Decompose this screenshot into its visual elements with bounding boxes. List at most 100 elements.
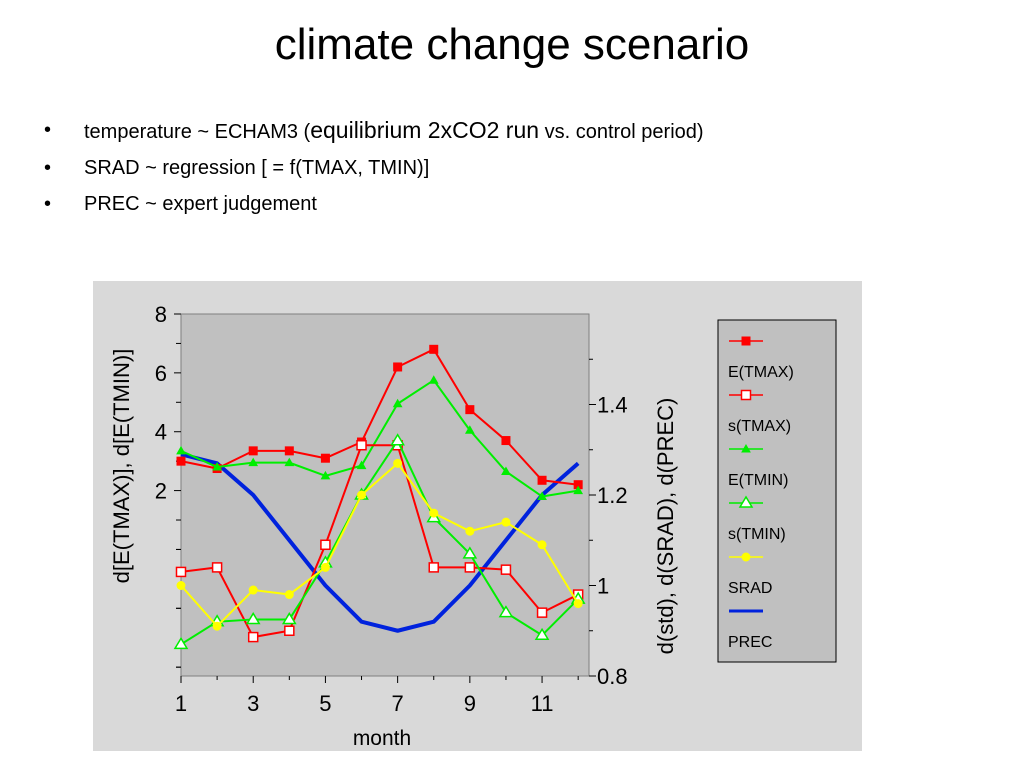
data-point-s-tmax <box>464 562 476 573</box>
data-point-e-tmin <box>284 457 295 467</box>
data-point-e-tmax <box>429 344 439 354</box>
series-e-tmin <box>176 375 584 500</box>
legend-label-prec: PREC <box>728 634 772 651</box>
series-line-e-tmin <box>180 379 579 498</box>
data-point-srad <box>357 490 367 500</box>
legend-box <box>717 319 837 663</box>
data-point-s-tmax <box>211 562 223 573</box>
bullet-glyph: • <box>44 157 52 179</box>
line-chart: 2 4 6 8 0.8 1 1.2 1.4 1 3 5 7 9 11 E(TMAX) s(TMAX) E(TM… <box>109 302 837 750</box>
y-right-tick-label: 1.2 <box>597 483 628 508</box>
legend-marker-e-tmin <box>741 443 751 453</box>
plot-area <box>180 313 590 677</box>
y-right-tick-label: 1 <box>597 574 609 599</box>
data-point-e-tmin <box>573 485 584 495</box>
data-point-s-tmin <box>462 546 478 559</box>
data-point-e-tmax <box>393 362 403 372</box>
bullet-glyph: • <box>44 119 52 141</box>
data-point-e-tmin <box>212 462 222 471</box>
y-left-tick-label: 8 <box>155 302 167 327</box>
data-point-e-tmin <box>428 375 439 384</box>
data-point-s-tmax <box>500 564 512 575</box>
data-point-s-tmax <box>320 539 331 551</box>
x-tick-label: 7 <box>392 691 404 716</box>
legend-marker-s-tmax <box>740 389 752 401</box>
data-point-srad <box>248 585 258 595</box>
bullet-glyph: • <box>44 193 52 215</box>
series-prec <box>180 452 580 633</box>
series-srad <box>176 458 583 631</box>
series-line-prec <box>180 452 580 633</box>
bullet-text: SRAD ~ regression [ = f(TMAX, TMIN)] <box>84 157 430 179</box>
data-point-e-tmax <box>248 446 258 456</box>
data-point-s-tmin <box>281 611 297 625</box>
data-point-e-tmax <box>537 475 547 485</box>
bullet-text-b: equilibrium 2xCO2 run <box>310 117 540 143</box>
x-tick-label: 1 <box>175 691 187 716</box>
legend-label-s-tmax: s(TMAX) <box>728 418 791 435</box>
data-point-s-tmax <box>536 607 548 618</box>
data-point-e-tmin <box>501 466 511 475</box>
bullet-srad: • SRAD ~ regression [ = f(TMAX, TMIN)] <box>44 150 704 186</box>
y-right-tick-label: 0.8 <box>597 664 628 689</box>
data-point-srad <box>176 581 186 590</box>
legend-marker-s-tmin <box>738 495 754 508</box>
data-point-e-tmin <box>248 457 259 467</box>
chart-panel: 2 4 6 8 0.8 1 1.2 1.4 1 3 5 7 9 11 E(TMAX) s(TMAX) E(TM… <box>93 281 862 751</box>
data-point-s-tmax <box>428 562 439 573</box>
data-point-e-tmin <box>176 445 186 455</box>
y-axis-left-label: d[E(TMAX)], d[E(TMIN)] <box>109 349 134 584</box>
data-point-s-tmin <box>534 627 550 641</box>
legend-label-e-tmax: E(TMAX) <box>728 364 794 381</box>
series-line-srad <box>180 462 580 628</box>
data-point-srad <box>465 526 475 536</box>
data-point-srad <box>501 517 511 527</box>
series-line-s-tmax <box>180 444 579 639</box>
x-tick-label: 5 <box>319 691 331 716</box>
data-point-srad <box>212 621 222 631</box>
y-left-tick-label: 4 <box>155 420 167 445</box>
y-axis-right-label: d(std), d(SRAD), d(PREC) <box>653 398 678 655</box>
data-point-srad <box>537 540 547 550</box>
data-point-srad <box>573 599 583 609</box>
x-axis-label: month <box>353 727 411 750</box>
data-point-srad <box>429 508 439 518</box>
data-point-s-tmin <box>245 611 261 625</box>
data-point-e-tmin <box>356 460 367 470</box>
bullet-text-a: temperature ~ ECHAM3 ( <box>84 121 311 143</box>
x-tick-label: 11 <box>531 691 554 716</box>
data-point-s-tmin <box>390 433 405 446</box>
bullet-list: • temperature ~ ECHAM3 (equilibrium 2xCO… <box>44 112 704 222</box>
legend-label-srad: SRAD <box>728 580 772 597</box>
data-point-s-tmax <box>247 631 259 643</box>
data-point-s-tmin <box>173 636 189 650</box>
bullet-prec: • PREC ~ expert judgement <box>44 186 704 222</box>
y-left-tick-label: 2 <box>155 479 167 504</box>
data-point-srad <box>393 458 403 468</box>
slide-title: climate change scenario <box>274 20 750 69</box>
bullet-text: PREC ~ expert judgement <box>84 193 317 215</box>
legend-label-e-tmin: E(TMIN) <box>728 472 788 489</box>
data-point-e-tmin <box>392 398 403 408</box>
x-tick-label: 9 <box>464 691 476 716</box>
bullet-text-c: vs. control period) <box>539 121 704 143</box>
data-point-srad <box>320 562 330 572</box>
legend-marker-e-tmax <box>741 336 751 346</box>
legend-label-s-tmin: s(TMIN) <box>728 526 786 543</box>
data-point-e-tmax <box>284 446 294 456</box>
data-point-srad <box>284 590 294 600</box>
data-point-e-tmin <box>464 425 475 434</box>
data-point-e-tmin <box>320 470 331 480</box>
data-point-s-tmax <box>356 439 367 451</box>
bullet-temperature: • temperature ~ ECHAM3 (equilibrium 2xCO… <box>44 112 704 150</box>
y-right-tick-label: 1.4 <box>597 393 628 418</box>
data-point-e-tmax <box>501 436 511 446</box>
data-point-e-tmax <box>465 405 475 415</box>
series-s-tmin <box>173 433 586 650</box>
series-line-e-tmax <box>180 348 579 486</box>
data-point-s-tmax <box>175 566 187 578</box>
legend-marker-srad <box>741 552 751 562</box>
x-tick-label: 3 <box>247 691 259 716</box>
y-left-tick-label: 6 <box>155 361 167 386</box>
data-point-e-tmin <box>537 491 547 500</box>
